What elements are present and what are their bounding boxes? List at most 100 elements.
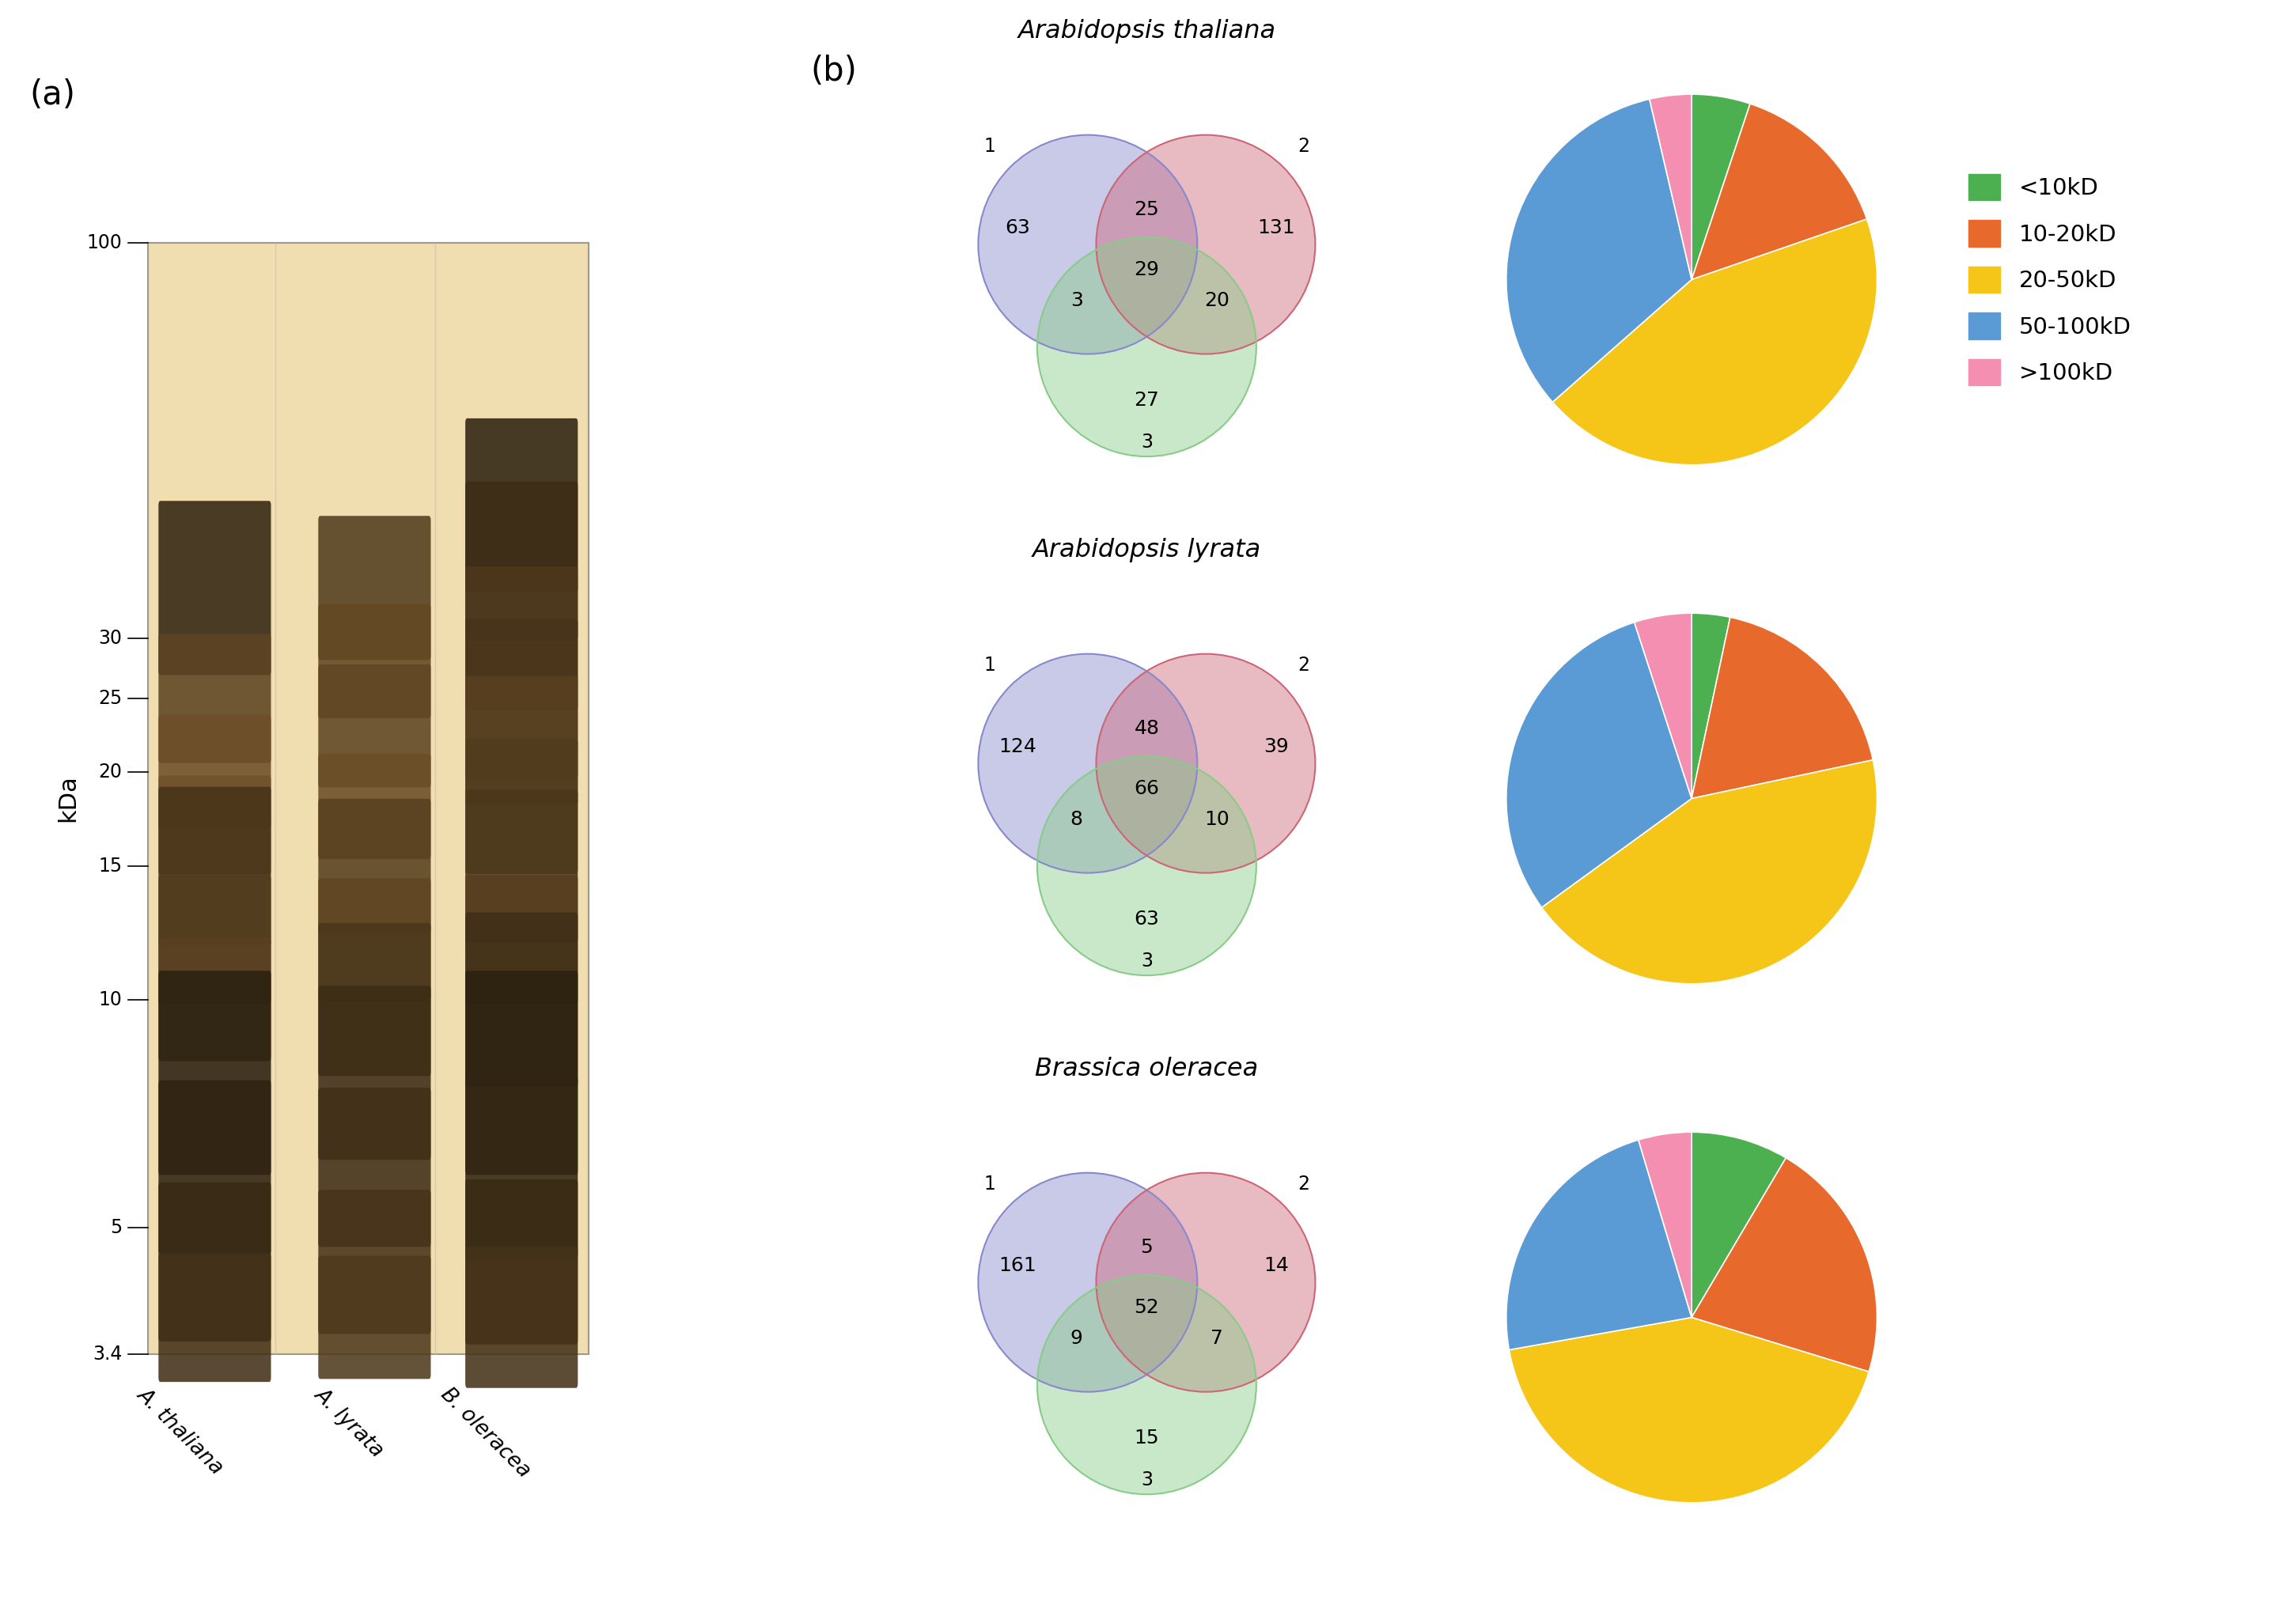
Text: 10: 10 xyxy=(1205,810,1231,829)
Text: 10: 10 xyxy=(99,990,122,1009)
FancyBboxPatch shape xyxy=(319,664,432,787)
FancyBboxPatch shape xyxy=(466,567,579,711)
FancyBboxPatch shape xyxy=(466,912,579,1086)
Legend: <10kD, 10-20kD, 20-50kD, 50-100kD, >100kD: <10kD, 10-20kD, 20-50kD, 50-100kD, >100k… xyxy=(1968,174,2131,385)
Text: 3.4: 3.4 xyxy=(92,1345,122,1364)
Wedge shape xyxy=(1692,1132,1786,1318)
Text: 161: 161 xyxy=(999,1255,1035,1274)
FancyBboxPatch shape xyxy=(158,787,271,945)
FancyBboxPatch shape xyxy=(158,875,271,1005)
FancyBboxPatch shape xyxy=(466,418,579,592)
Text: 3: 3 xyxy=(1070,291,1084,310)
Wedge shape xyxy=(1552,219,1878,465)
Wedge shape xyxy=(1541,760,1878,984)
FancyBboxPatch shape xyxy=(319,516,432,660)
Circle shape xyxy=(1095,136,1316,355)
Text: 2: 2 xyxy=(1297,137,1311,155)
Text: 1: 1 xyxy=(983,1174,996,1193)
Text: 8: 8 xyxy=(1070,810,1084,829)
FancyBboxPatch shape xyxy=(319,985,432,1159)
Circle shape xyxy=(978,136,1196,355)
Wedge shape xyxy=(1692,104,1867,279)
Text: 48: 48 xyxy=(1134,719,1159,738)
FancyBboxPatch shape xyxy=(466,739,579,874)
Circle shape xyxy=(1038,238,1256,457)
Text: 20: 20 xyxy=(1205,291,1231,310)
FancyBboxPatch shape xyxy=(158,937,271,1060)
FancyBboxPatch shape xyxy=(466,875,579,1005)
Text: (a): (a) xyxy=(30,78,76,112)
Text: kDa: kDa xyxy=(55,775,78,822)
Text: 5: 5 xyxy=(1141,1238,1153,1257)
Text: 3: 3 xyxy=(1141,433,1153,452)
FancyBboxPatch shape xyxy=(466,620,579,778)
FancyBboxPatch shape xyxy=(158,634,271,763)
Wedge shape xyxy=(1506,99,1692,402)
Text: 131: 131 xyxy=(1258,219,1295,236)
Text: 29: 29 xyxy=(1134,260,1159,279)
FancyBboxPatch shape xyxy=(319,878,432,1001)
Wedge shape xyxy=(1692,94,1750,279)
Text: 2: 2 xyxy=(1297,656,1311,674)
Wedge shape xyxy=(1692,613,1731,798)
Text: 1: 1 xyxy=(983,137,996,155)
Text: 20: 20 xyxy=(99,762,122,781)
Wedge shape xyxy=(1508,1318,1869,1503)
Wedge shape xyxy=(1506,1140,1692,1349)
Wedge shape xyxy=(1692,616,1874,798)
Text: 5: 5 xyxy=(110,1219,122,1236)
Circle shape xyxy=(1095,1172,1316,1393)
FancyBboxPatch shape xyxy=(466,1179,579,1345)
Text: 100: 100 xyxy=(87,233,122,252)
Text: 52: 52 xyxy=(1134,1298,1159,1318)
Text: 7: 7 xyxy=(1210,1329,1224,1348)
Circle shape xyxy=(1038,1276,1256,1495)
Text: 15: 15 xyxy=(99,858,122,875)
Text: Arabidopsis lyrata: Arabidopsis lyrata xyxy=(1033,538,1261,562)
FancyBboxPatch shape xyxy=(466,971,579,1175)
FancyBboxPatch shape xyxy=(319,923,432,1076)
FancyBboxPatch shape xyxy=(319,604,432,719)
FancyBboxPatch shape xyxy=(158,1252,271,1381)
Text: 27: 27 xyxy=(1134,391,1159,410)
FancyBboxPatch shape xyxy=(158,715,271,829)
FancyBboxPatch shape xyxy=(319,1190,432,1333)
FancyBboxPatch shape xyxy=(158,776,271,875)
Text: 63: 63 xyxy=(1006,219,1031,236)
Text: 1: 1 xyxy=(983,656,996,674)
Text: 25: 25 xyxy=(1134,200,1159,219)
Text: A. thaliana: A. thaliana xyxy=(133,1385,227,1479)
FancyBboxPatch shape xyxy=(319,1088,432,1247)
Circle shape xyxy=(978,1172,1196,1393)
Wedge shape xyxy=(1692,1158,1878,1372)
Text: (b): (b) xyxy=(810,54,856,88)
Circle shape xyxy=(1095,653,1316,874)
Wedge shape xyxy=(1635,613,1692,798)
FancyBboxPatch shape xyxy=(466,791,579,942)
FancyBboxPatch shape xyxy=(466,1076,579,1258)
FancyBboxPatch shape xyxy=(319,798,432,934)
FancyBboxPatch shape xyxy=(147,243,588,1354)
FancyBboxPatch shape xyxy=(319,754,432,859)
Text: 30: 30 xyxy=(99,629,122,648)
Wedge shape xyxy=(1639,1132,1692,1318)
Text: 14: 14 xyxy=(1263,1255,1288,1274)
Text: 39: 39 xyxy=(1263,738,1288,755)
Text: Arabidopsis thaliana: Arabidopsis thaliana xyxy=(1017,19,1277,43)
FancyBboxPatch shape xyxy=(158,971,271,1175)
Text: 9: 9 xyxy=(1070,1329,1084,1348)
FancyBboxPatch shape xyxy=(466,481,579,640)
Wedge shape xyxy=(1506,623,1692,907)
FancyBboxPatch shape xyxy=(158,501,271,676)
Text: 66: 66 xyxy=(1134,779,1159,798)
FancyBboxPatch shape xyxy=(466,1247,579,1388)
Text: 3: 3 xyxy=(1141,952,1153,971)
Circle shape xyxy=(1038,757,1256,976)
Text: 15: 15 xyxy=(1134,1429,1159,1447)
FancyBboxPatch shape xyxy=(466,676,579,805)
Text: 2: 2 xyxy=(1297,1174,1311,1193)
FancyBboxPatch shape xyxy=(158,1182,271,1341)
FancyBboxPatch shape xyxy=(319,1255,432,1378)
Circle shape xyxy=(978,653,1196,874)
Text: 25: 25 xyxy=(99,688,122,707)
